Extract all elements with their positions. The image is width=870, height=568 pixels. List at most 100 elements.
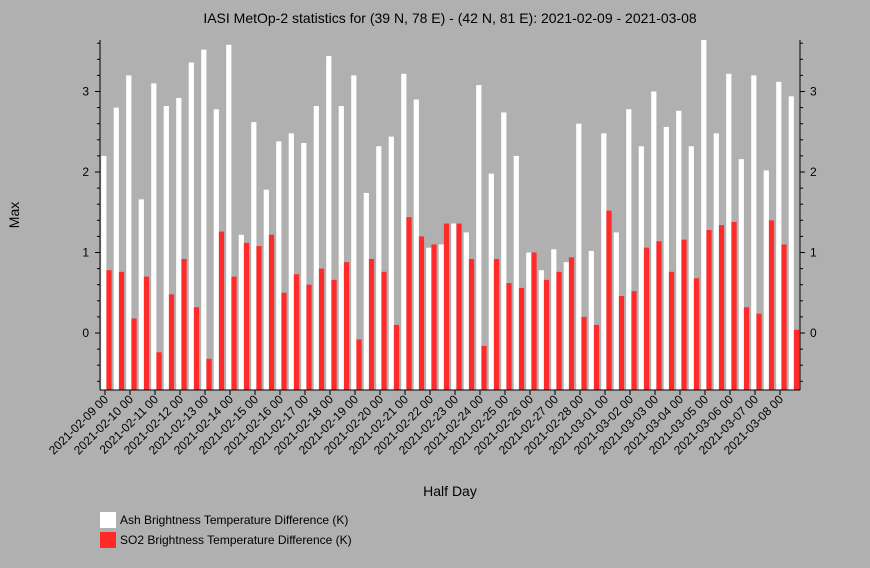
- so2-bar-6: [181, 258, 187, 390]
- ash-bar-50: [726, 73, 732, 390]
- bars-group: [101, 39, 800, 391]
- so2-bar-20: [356, 339, 362, 390]
- ash-bar-31: [488, 173, 494, 390]
- y-tick-label-left: 0: [82, 326, 89, 340]
- ash-bar-47: [688, 146, 694, 390]
- so2-bar-44: [656, 241, 662, 390]
- so2-bar-47: [693, 278, 700, 390]
- chart-title: IASI MetOp-2 statistics for (39 N, 78 E)…: [203, 10, 697, 26]
- so2-bar-53: [768, 220, 775, 390]
- ash-bar-48: [701, 39, 707, 390]
- so2-bar-2: [131, 318, 137, 390]
- so2-bar-17: [318, 268, 325, 390]
- so2-bar-13: [268, 234, 275, 390]
- so2-bar-39: [593, 324, 600, 390]
- so2-bar-8: [206, 358, 212, 390]
- y-tick-label-right: 2: [810, 165, 817, 179]
- so2-bar-48: [706, 229, 712, 390]
- y-tick-label-right: 0: [810, 326, 817, 340]
- so2-bar-29: [468, 258, 475, 390]
- ash-bar-38: [576, 123, 582, 390]
- legend-label-so2: SO2 Brightness Temperature Difference (K…: [120, 533, 352, 547]
- so2-bar-42: [631, 291, 637, 390]
- ash-bar-9: [213, 109, 219, 391]
- ash-bar-46: [676, 110, 682, 390]
- so2-bar-26: [431, 244, 437, 390]
- ash-bar-49: [713, 133, 719, 391]
- so2-bar-10: [231, 276, 237, 390]
- ash-bar-0: [101, 155, 107, 390]
- so2-bar-46: [681, 239, 687, 390]
- ash-bar-40: [601, 133, 607, 391]
- so2-bar-1: [118, 271, 125, 390]
- ash-bar-1: [113, 107, 119, 390]
- ash-bar-34: [526, 252, 532, 390]
- so2-bar-32: [506, 283, 512, 390]
- ash-bar-23: [388, 136, 394, 390]
- y-tick-label-left: 3: [82, 85, 89, 99]
- so2-bar-37: [568, 257, 575, 390]
- ash-bar-53: [763, 170, 769, 390]
- ash-bar-12: [251, 122, 257, 390]
- so2-bar-3: [143, 276, 150, 390]
- so2-bar-35: [543, 279, 550, 390]
- so2-bar-19: [343, 262, 350, 390]
- so2-bar-51: [743, 307, 750, 390]
- ash-bar-43: [638, 146, 644, 390]
- so2-bar-14: [281, 292, 287, 390]
- ash-bar-10: [226, 44, 232, 391]
- ash-bar-4: [151, 83, 157, 390]
- so2-bar-54: [781, 244, 787, 390]
- ash-bar-16: [301, 143, 307, 390]
- ash-bar-17: [313, 105, 319, 391]
- ash-bar-28: [451, 223, 457, 390]
- ash-bar-22: [376, 146, 382, 390]
- so2-bar-45: [668, 271, 675, 390]
- so2-bar-50: [731, 221, 737, 390]
- y-tick-label-right: 1: [810, 246, 817, 260]
- x-axis-label: Half Day: [423, 483, 477, 499]
- so2-bar-15: [293, 274, 300, 390]
- ash-bar-36: [551, 249, 557, 390]
- so2-bar-24: [406, 217, 412, 390]
- so2-bar-31: [493, 258, 500, 390]
- so2-bar-27: [443, 223, 450, 390]
- so2-bar-49: [718, 225, 725, 390]
- legend: Ash Brightness Temperature Difference (K…: [100, 512, 352, 548]
- ash-bar-20: [351, 75, 357, 391]
- ash-bar-14: [276, 141, 282, 390]
- ash-bar-30: [476, 85, 482, 390]
- ash-bar-18: [326, 56, 332, 390]
- so2-bar-0: [106, 270, 112, 390]
- so2-bar-43: [643, 247, 650, 390]
- ash-bar-39: [588, 250, 594, 390]
- so2-bar-55: [793, 329, 800, 390]
- legend-swatch-ash: [100, 512, 116, 528]
- ash-bar-27: [438, 244, 444, 390]
- so2-bar-38: [581, 316, 587, 390]
- ash-bar-13: [263, 189, 269, 390]
- so2-bar-23: [393, 324, 400, 390]
- ash-bar-24: [401, 73, 407, 390]
- ash-bar-54: [776, 81, 782, 390]
- so2-bar-33: [518, 287, 525, 390]
- so2-bar-11: [243, 242, 250, 390]
- ash-bar-55: [788, 96, 794, 390]
- ash-bar-26: [426, 247, 432, 390]
- ash-bar-25: [413, 99, 419, 391]
- y-tick-label-left: 2: [82, 165, 89, 179]
- so2-bar-12: [256, 246, 262, 390]
- ash-bar-15: [288, 133, 294, 391]
- so2-bar-16: [306, 284, 312, 390]
- ash-bar-3: [138, 199, 144, 390]
- ash-bar-6: [176, 97, 182, 390]
- so2-bar-36: [556, 271, 562, 390]
- so2-bar-25: [418, 236, 425, 390]
- so2-bar-34: [531, 252, 537, 390]
- so2-bar-40: [606, 210, 612, 390]
- legend-label-ash: Ash Brightness Temperature Difference (K…: [120, 513, 348, 527]
- ash-bar-19: [338, 105, 344, 391]
